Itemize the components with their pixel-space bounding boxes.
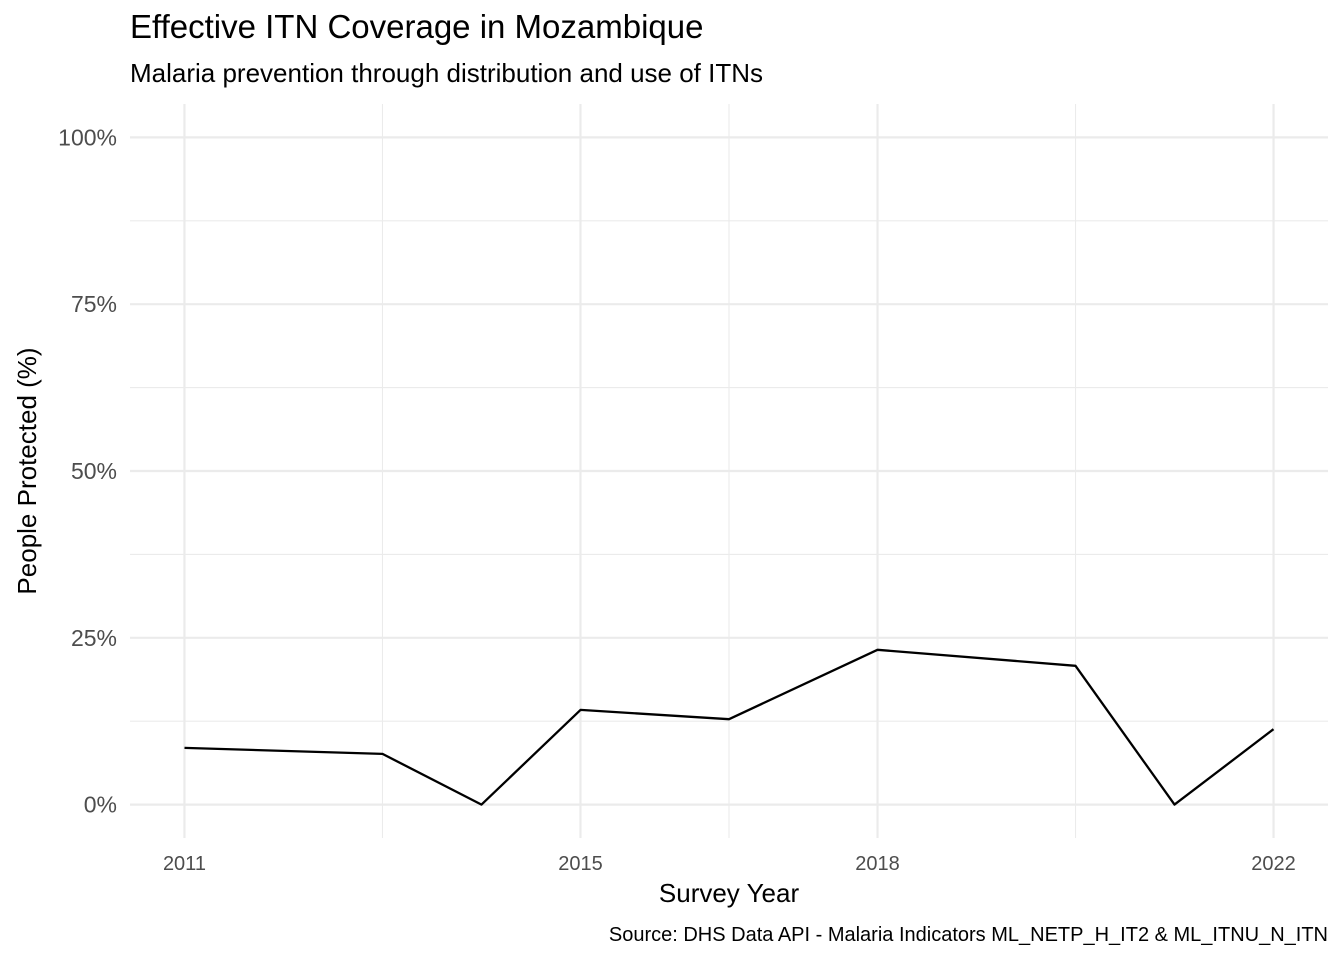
series-line: [184, 648, 1275, 806]
chart-subtitle: Malaria prevention through distribution …: [130, 58, 764, 88]
y-tick-label: 50%: [71, 458, 117, 484]
source-caption: Source: DHS Data API - Malaria Indicator…: [609, 924, 1328, 946]
y-tick-label: 0%: [84, 792, 117, 818]
x-tick-label: 2011: [163, 853, 206, 875]
chart-title: Effective ITN Coverage in Mozambique: [130, 8, 704, 45]
x-axis-tick-labels: 2011 2015 2018 2022: [163, 853, 1296, 875]
major-gridlines: [130, 104, 1328, 838]
x-tick-label: 2022: [1251, 853, 1296, 875]
series-group: [184, 648, 1275, 806]
x-tick-label: 2015: [558, 853, 603, 875]
y-axis-tick-labels: 0% 25% 50% 75% 100%: [58, 124, 117, 817]
y-tick-label: 100%: [58, 124, 117, 150]
y-axis-title: People Protected (%): [12, 347, 42, 594]
x-axis-title: Survey Year: [659, 878, 800, 908]
y-tick-label: 25%: [71, 625, 117, 651]
x-tick-label: 2018: [855, 853, 900, 875]
y-tick-label: 75%: [71, 291, 117, 317]
